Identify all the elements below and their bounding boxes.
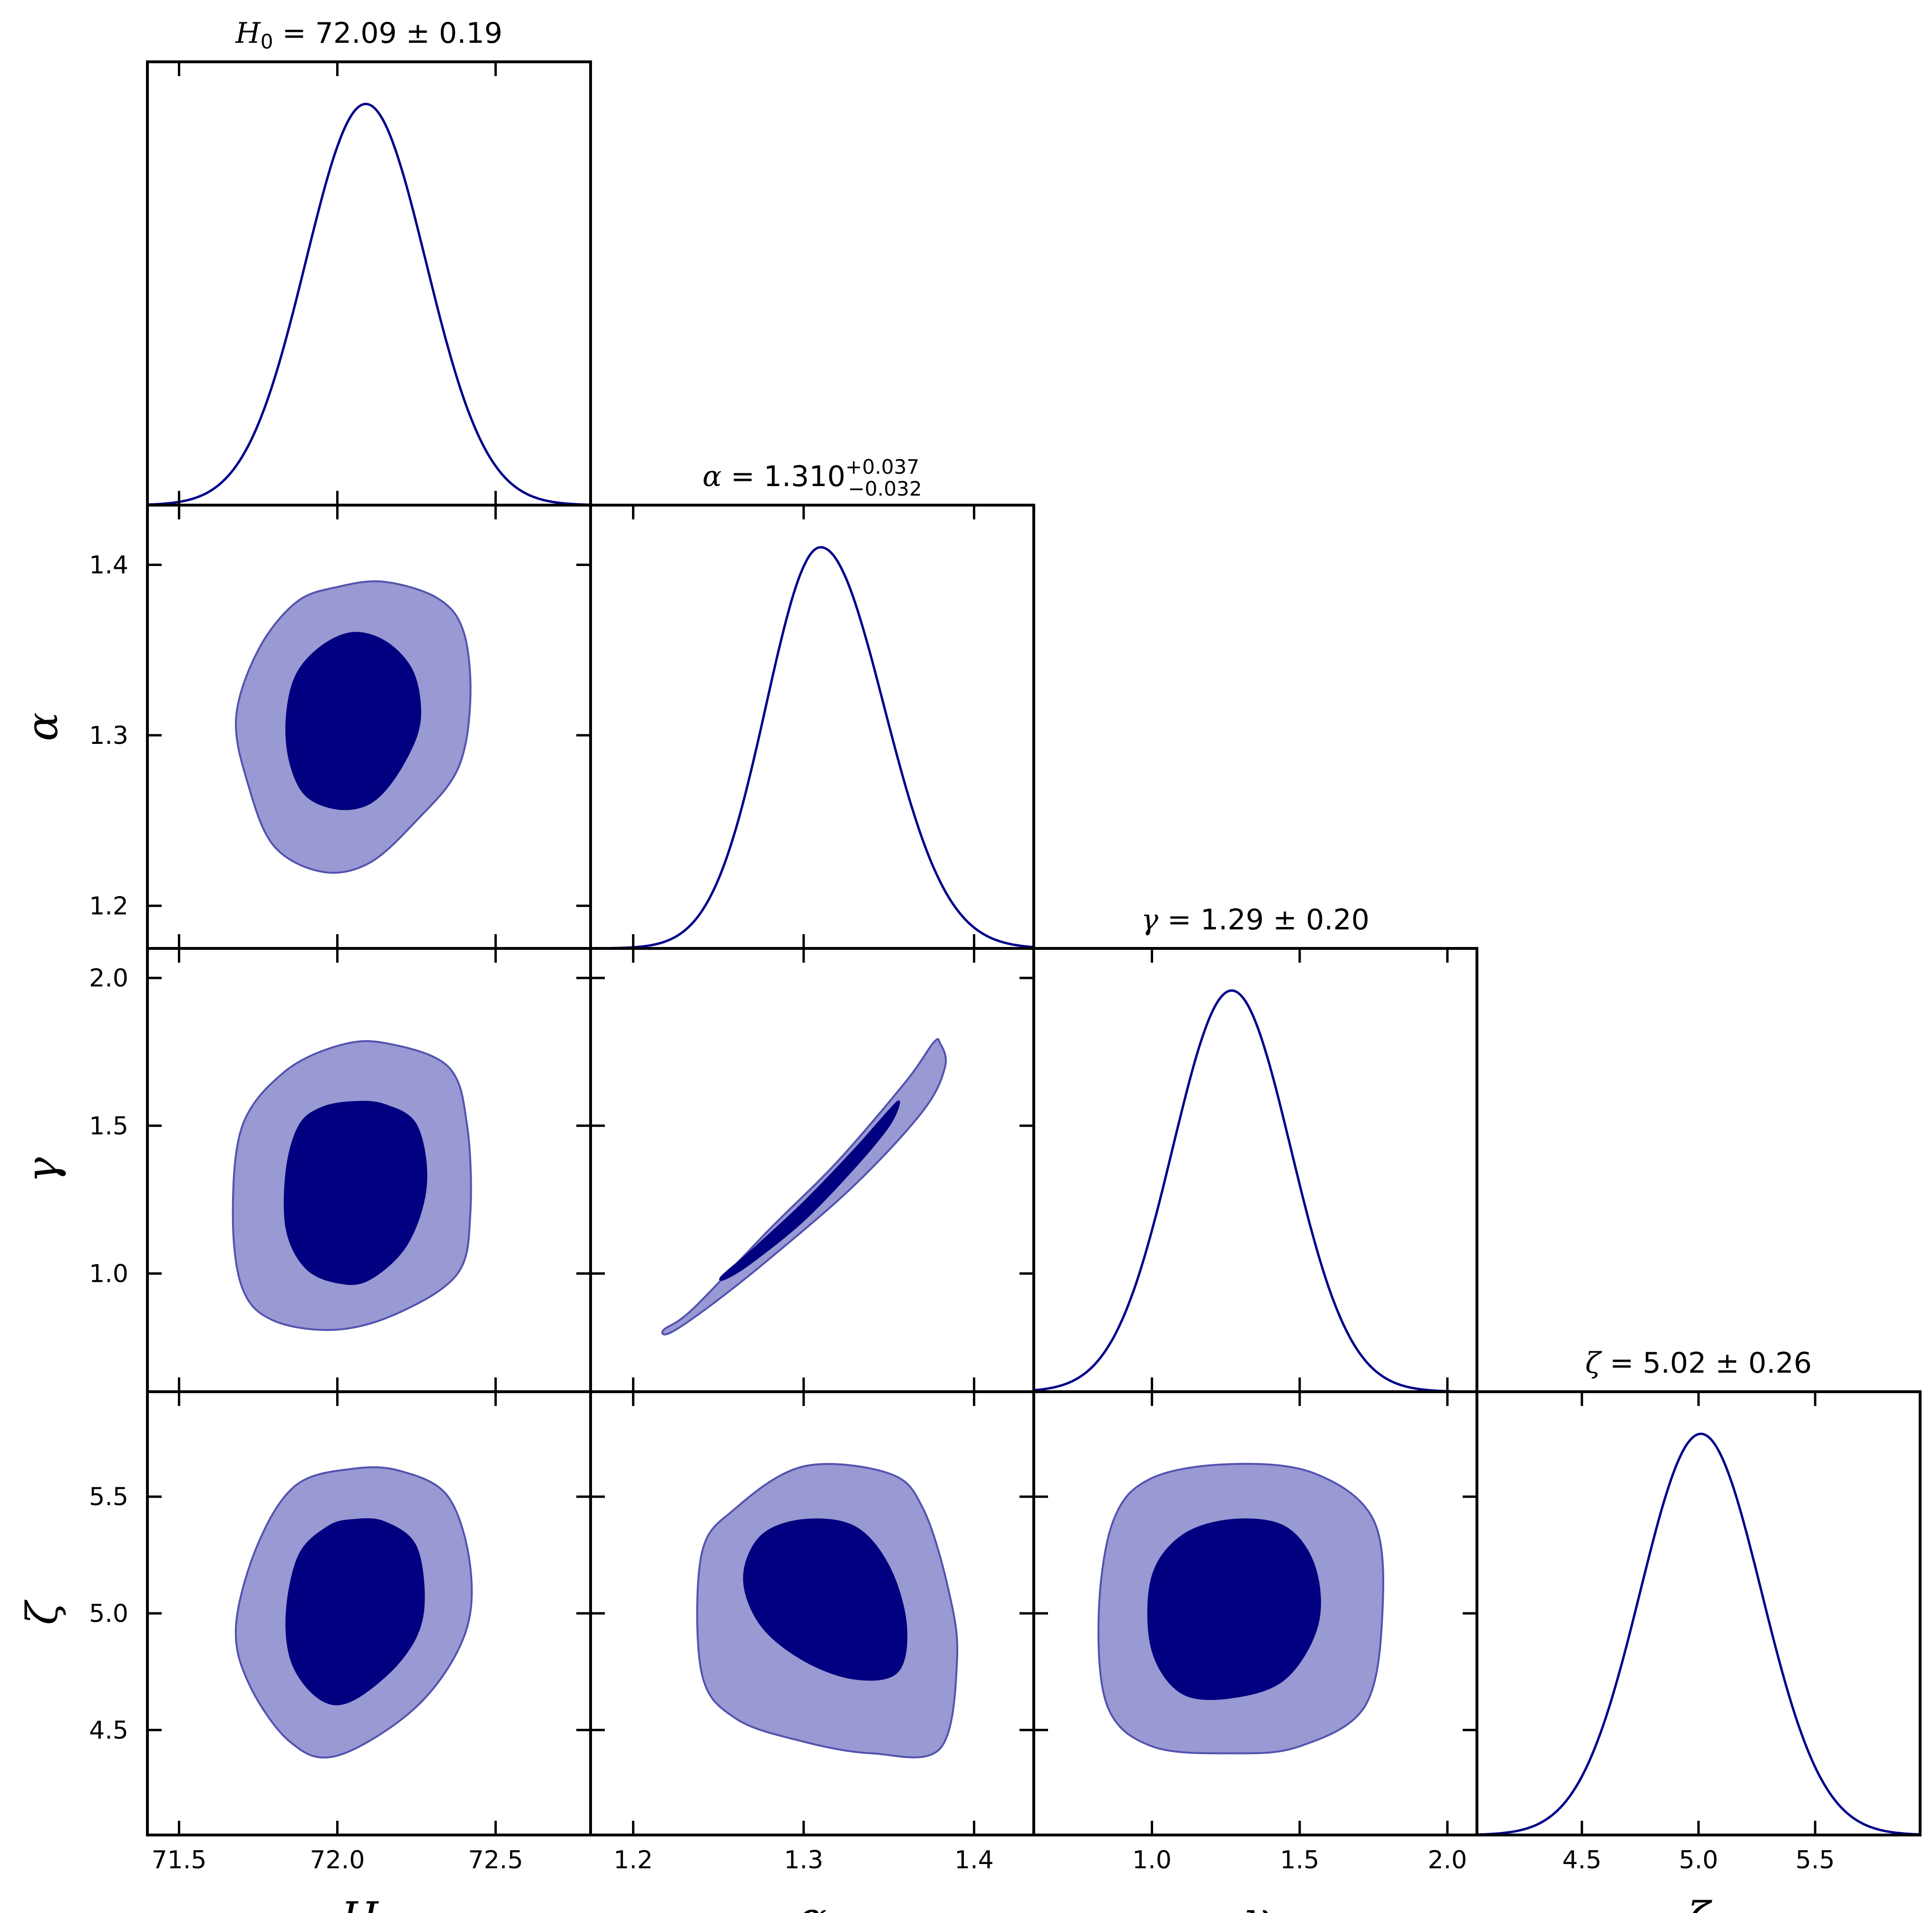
contour-inner-alpha-gamma <box>719 1100 900 1281</box>
x-tick-label-gamma: 1.0 <box>1132 1846 1172 1874</box>
title-zeta: ζ = 5.02 ± 0.26 <box>1585 1347 1812 1380</box>
y-tick-label-zeta: 5.0 <box>89 1600 128 1628</box>
y-tick-label-alpha: 1.2 <box>89 892 128 920</box>
y-axis-label-gamma: γ <box>18 1157 68 1183</box>
y-tick-label-gamma: 1.5 <box>89 1112 128 1141</box>
y-tick-label-gamma: 1.0 <box>89 1259 128 1288</box>
y-tick-label-alpha: 1.3 <box>89 722 128 750</box>
x-tick-label-alpha: 1.3 <box>784 1846 824 1874</box>
x-tick-label-alpha: 1.4 <box>954 1846 994 1874</box>
panel-frame-alpha-gamma <box>589 947 1035 1393</box>
marginal-curve-gamma <box>1033 989 1477 1393</box>
title-gamma: γ = 1.29 ± 0.20 <box>1141 903 1369 937</box>
x-axis-label-alpha: α <box>798 1893 827 1913</box>
contour-inner-H0-alpha <box>285 632 421 810</box>
marginal-curve-alpha <box>591 546 1034 950</box>
title-alpha: α = 1.310+0.037 −0.032 <box>702 455 922 500</box>
contour-outer-alpha-gamma <box>661 1038 947 1336</box>
x-tick-label-alpha: 1.2 <box>613 1846 653 1874</box>
panel-frame-alpha-alpha <box>589 504 1035 950</box>
panel-frame-H0-H0 <box>146 60 592 507</box>
x-tick-label-gamma: 1.5 <box>1280 1846 1320 1874</box>
x-tick-label-H0: 72.5 <box>468 1846 523 1874</box>
panel-frame-zeta-zeta <box>1476 1390 1922 1836</box>
y-axis-label-alpha: α <box>18 712 68 742</box>
contour-inner-gamma-zeta <box>1147 1518 1321 1700</box>
x-axis-label-zeta: ζ <box>1687 1893 1713 1913</box>
x-tick-label-zeta: 4.5 <box>1562 1846 1602 1874</box>
marginal-curve-H0 <box>147 102 591 506</box>
x-tick-label-zeta: 5.5 <box>1796 1846 1835 1874</box>
x-tick-label-H0: 72.0 <box>310 1846 365 1874</box>
marginal-curve-zeta <box>1476 1433 1921 1836</box>
contour-inner-H0-gamma <box>283 1101 427 1285</box>
contour-inner-alpha-zeta <box>743 1518 908 1681</box>
x-tick-label-zeta: 5.0 <box>1679 1846 1718 1874</box>
x-axis-label-H0: H0 <box>340 1893 397 1913</box>
title-H0: H0 = 72.09 ± 0.19 <box>235 17 502 53</box>
x-tick-label-gamma: 2.0 <box>1428 1846 1467 1874</box>
y-tick-label-alpha: 1.4 <box>89 551 128 579</box>
x-axis-label-gamma: γ <box>1243 1893 1268 1913</box>
y-tick-label-zeta: 4.5 <box>89 1716 128 1745</box>
panel-frame-gamma-gamma <box>1032 947 1478 1393</box>
x-tick-label-H0: 71.5 <box>152 1846 207 1874</box>
contour-inner-H0-zeta <box>285 1518 425 1706</box>
y-tick-label-gamma: 2.0 <box>89 964 128 993</box>
y-axis-label-zeta: ζ <box>18 1599 68 1625</box>
y-tick-label-zeta: 5.5 <box>89 1483 128 1512</box>
